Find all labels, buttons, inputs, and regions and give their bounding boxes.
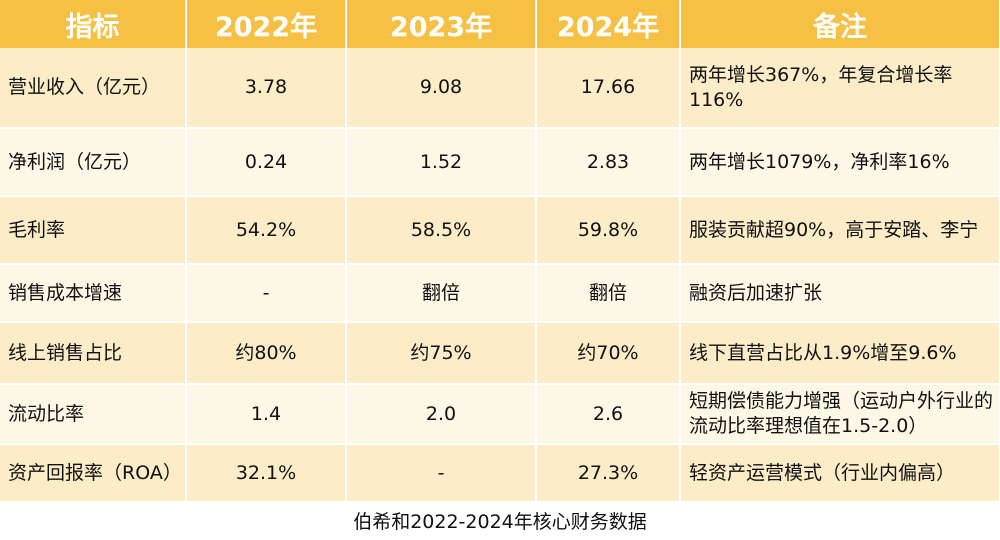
- table-row: 流动比率 1.4 2.0 2.6 短期偿债能力增强（运动户外行业的流动比率理想值…: [0, 384, 1000, 445]
- value-2023-cell: 翻倍: [346, 264, 537, 323]
- value-2022-cell: 3.78: [186, 48, 347, 129]
- table-row: 资产回报率（ROA） 32.1% - 27.3% 轻资产运营模式（行业内偏高）: [0, 444, 1000, 503]
- metric-cell: 毛利率: [0, 196, 187, 265]
- value-2023-cell: 1.52: [346, 128, 537, 197]
- metric-cell: 净利润（亿元）: [0, 128, 187, 197]
- value-2024-cell: 翻倍: [536, 264, 681, 323]
- header-2023: 2023年: [346, 0, 537, 48]
- value-2024-cell: 2.83: [536, 128, 681, 197]
- table-row: 净利润（亿元） 0.24 1.52 2.83 两年增长1079%，净利率16%: [0, 128, 1000, 197]
- value-2024-cell: 约70%: [536, 322, 681, 385]
- value-2022-cell: 32.1%: [186, 444, 347, 503]
- table-header-row: 指标 2022年 2023年 2024年 备注: [0, 0, 1000, 48]
- table-row: 线上销售占比 约80% 约75% 约70% 线下直营占比从1.9%增至9.6%: [0, 322, 1000, 385]
- value-2022-cell: 54.2%: [186, 196, 347, 265]
- table-row: 销售成本增速 - 翻倍 翻倍 融资后加速扩张: [0, 264, 1000, 323]
- value-2023-cell: 约75%: [346, 322, 537, 385]
- note-cell: 两年增长367%，年复合增长率116%: [680, 48, 1000, 129]
- note-cell: 融资后加速扩张: [680, 264, 1000, 323]
- note-cell: 两年增长1079%，净利率16%: [680, 128, 1000, 197]
- value-2024-cell: 17.66: [536, 48, 681, 129]
- value-2022-cell: 约80%: [186, 322, 347, 385]
- financial-data-table: 指标 2022年 2023年 2024年 备注 营业收入（亿元） 3.78 9.…: [0, 0, 1000, 503]
- value-2023-cell: 2.0: [346, 384, 537, 445]
- header-2024: 2024年: [536, 0, 681, 48]
- value-2023-cell: 9.08: [346, 48, 537, 129]
- value-2023-cell: 58.5%: [346, 196, 537, 265]
- metric-cell: 营业收入（亿元）: [0, 48, 187, 129]
- value-2024-cell: 27.3%: [536, 444, 681, 503]
- metric-cell: 资产回报率（ROA）: [0, 444, 187, 503]
- value-2023-cell: -: [346, 444, 537, 503]
- value-2022-cell: 0.24: [186, 128, 347, 197]
- note-cell: 服装贡献超90%，高于安踏、李宁: [680, 196, 1000, 265]
- note-cell: 短期偿债能力增强（运动户外行业的流动比率理想值在1.5-2.0）: [680, 384, 1000, 445]
- metric-cell: 销售成本增速: [0, 264, 187, 323]
- metric-cell: 流动比率: [0, 384, 187, 445]
- table-caption: 伯希和2022-2024年核心财务数据: [353, 511, 647, 533]
- table-row: 毛利率 54.2% 58.5% 59.8% 服装贡献超90%，高于安踏、李宁: [0, 196, 1000, 265]
- table-row: 营业收入（亿元） 3.78 9.08 17.66 两年增长367%，年复合增长率…: [0, 48, 1000, 129]
- note-cell: 轻资产运营模式（行业内偏高）: [680, 444, 1000, 503]
- value-2022-cell: 1.4: [186, 384, 347, 445]
- metric-cell: 线上销售占比: [0, 322, 187, 385]
- note-cell: 线下直营占比从1.9%增至9.6%: [680, 322, 1000, 385]
- header-note: 备注: [680, 0, 1000, 48]
- header-metric: 指标: [0, 0, 187, 48]
- value-2022-cell: -: [186, 264, 347, 323]
- header-2022: 2022年: [186, 0, 347, 48]
- value-2024-cell: 59.8%: [536, 196, 681, 265]
- value-2024-cell: 2.6: [536, 384, 681, 445]
